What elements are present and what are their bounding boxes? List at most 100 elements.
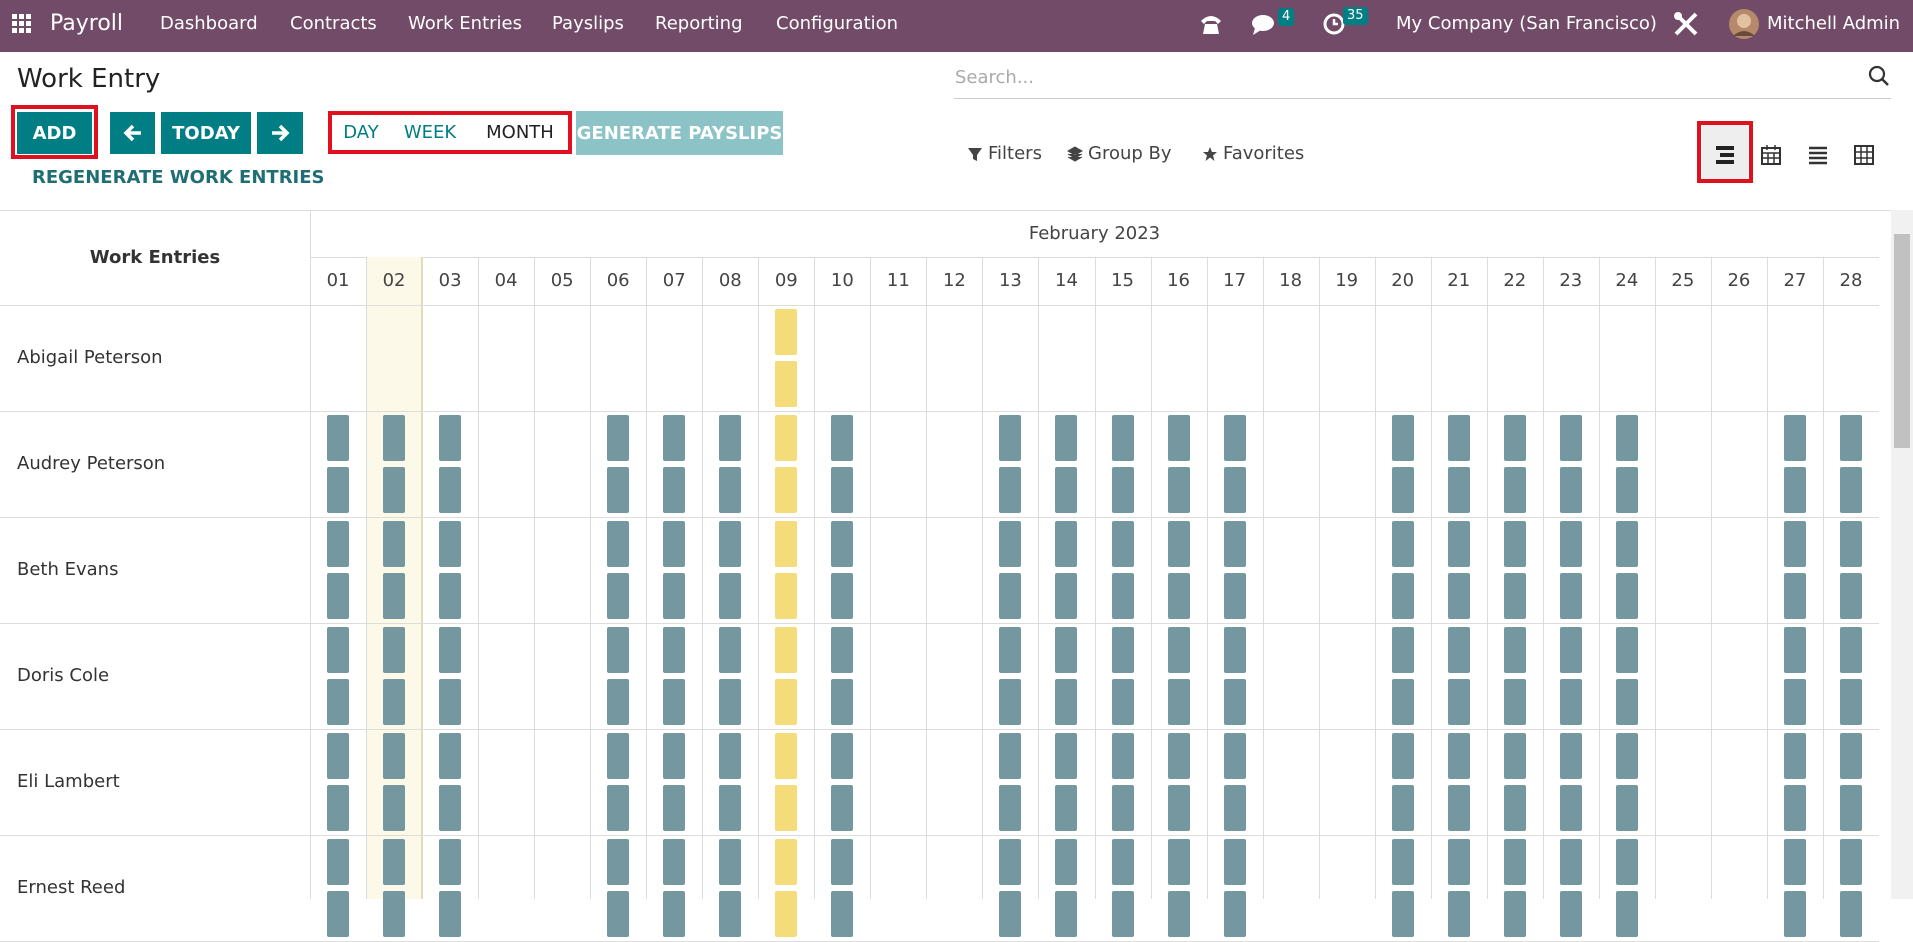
work-entry[interactable] [327, 839, 350, 885]
work-entry[interactable] [1111, 839, 1134, 885]
work-entry[interactable] [1615, 627, 1638, 673]
work-entry[interactable] [1223, 679, 1246, 725]
work-entry[interactable] [439, 521, 462, 567]
work-entry[interactable] [1839, 467, 1862, 513]
work-entry[interactable] [1167, 785, 1190, 831]
work-entry[interactable] [383, 573, 406, 619]
work-entry[interactable] [1503, 839, 1526, 885]
work-entry[interactable] [1223, 573, 1246, 619]
work-entry[interactable] [1055, 679, 1078, 725]
work-entry[interactable] [1167, 733, 1190, 779]
user-name[interactable]: Mitchell Admin [1767, 13, 1901, 34]
work-entry[interactable] [1391, 415, 1414, 461]
work-entry[interactable] [439, 627, 462, 673]
work-entry[interactable] [1839, 891, 1862, 937]
work-entry[interactable] [775, 415, 798, 461]
work-entry[interactable] [607, 627, 630, 673]
work-entry[interactable] [1615, 415, 1638, 461]
work-entry[interactable] [775, 573, 798, 619]
chat-icon[interactable] [1251, 13, 1277, 37]
work-entry[interactable] [607, 573, 630, 619]
work-entry[interactable] [775, 733, 798, 779]
work-entry[interactable] [1447, 573, 1470, 619]
work-entry[interactable] [719, 679, 742, 725]
work-entry[interactable] [1391, 679, 1414, 725]
work-entry[interactable] [1111, 733, 1134, 779]
work-entry[interactable] [1559, 415, 1582, 461]
work-entry[interactable] [1223, 467, 1246, 513]
work-entry[interactable] [999, 521, 1022, 567]
work-entry[interactable] [607, 785, 630, 831]
calendar-view-icon[interactable] [1760, 144, 1782, 166]
work-entry[interactable] [327, 415, 350, 461]
work-entry[interactable] [439, 839, 462, 885]
work-entry[interactable] [1167, 679, 1190, 725]
work-entry[interactable] [831, 679, 854, 725]
work-entry[interactable] [1391, 733, 1414, 779]
work-entry[interactable] [719, 573, 742, 619]
work-entry[interactable] [1111, 785, 1134, 831]
work-entry[interactable] [1615, 839, 1638, 885]
work-entry[interactable] [775, 839, 798, 885]
work-entry[interactable] [327, 733, 350, 779]
work-entry[interactable] [775, 467, 798, 513]
work-entry[interactable] [1559, 785, 1582, 831]
scale-button[interactable]: DAY [343, 122, 379, 143]
work-entry[interactable] [1391, 839, 1414, 885]
work-entry[interactable] [1783, 627, 1806, 673]
work-entry[interactable] [999, 415, 1022, 461]
work-entry[interactable] [999, 891, 1022, 937]
work-entry[interactable] [607, 679, 630, 725]
work-entry[interactable] [1615, 573, 1638, 619]
work-entry[interactable] [1391, 467, 1414, 513]
work-entry[interactable] [1503, 467, 1526, 513]
menu-item[interactable]: Work Entries [408, 13, 522, 34]
work-entry[interactable] [327, 521, 350, 567]
work-entry[interactable] [1615, 679, 1638, 725]
work-entry[interactable] [1783, 733, 1806, 779]
work-entry[interactable] [775, 309, 798, 355]
work-entry[interactable] [1111, 467, 1134, 513]
app-name[interactable]: Payroll [50, 11, 124, 36]
work-entry[interactable] [999, 627, 1022, 673]
filter-button[interactable]: Filters [967, 143, 1042, 164]
work-entry[interactable] [1839, 839, 1862, 885]
work-entry[interactable] [1615, 891, 1638, 937]
work-entry[interactable] [1447, 839, 1470, 885]
work-entry[interactable] [1783, 891, 1806, 937]
work-entry[interactable] [439, 415, 462, 461]
work-entry[interactable] [719, 521, 742, 567]
work-entry[interactable] [663, 891, 686, 937]
work-entry[interactable] [663, 785, 686, 831]
work-entry[interactable] [1559, 627, 1582, 673]
work-entry[interactable] [439, 785, 462, 831]
work-entry[interactable] [1167, 891, 1190, 937]
work-entry[interactable] [439, 891, 462, 937]
work-entry[interactable] [1223, 521, 1246, 567]
work-entry[interactable] [831, 891, 854, 937]
work-entry[interactable] [831, 785, 854, 831]
work-entry[interactable] [383, 627, 406, 673]
work-entry[interactable] [1783, 467, 1806, 513]
work-entry[interactable] [1111, 627, 1134, 673]
work-entry[interactable] [1223, 891, 1246, 937]
work-entry[interactable] [327, 627, 350, 673]
work-entry[interactable] [831, 521, 854, 567]
work-entry[interactable] [1167, 573, 1190, 619]
work-entry[interactable] [663, 733, 686, 779]
avatar[interactable] [1728, 8, 1760, 40]
work-entry[interactable] [327, 573, 350, 619]
work-entry[interactable] [1111, 521, 1134, 567]
work-entry[interactable] [719, 415, 742, 461]
add-button[interactable]: ADD [17, 112, 92, 154]
work-entry[interactable] [1447, 467, 1470, 513]
work-entry[interactable] [831, 839, 854, 885]
work-entry[interactable] [439, 733, 462, 779]
work-entry[interactable] [1391, 891, 1414, 937]
work-entry[interactable] [719, 891, 742, 937]
work-entry[interactable] [327, 467, 350, 513]
work-entry[interactable] [775, 521, 798, 567]
work-entry[interactable] [1615, 521, 1638, 567]
menu-item[interactable]: Contracts [290, 13, 377, 34]
work-entry[interactable] [1055, 785, 1078, 831]
